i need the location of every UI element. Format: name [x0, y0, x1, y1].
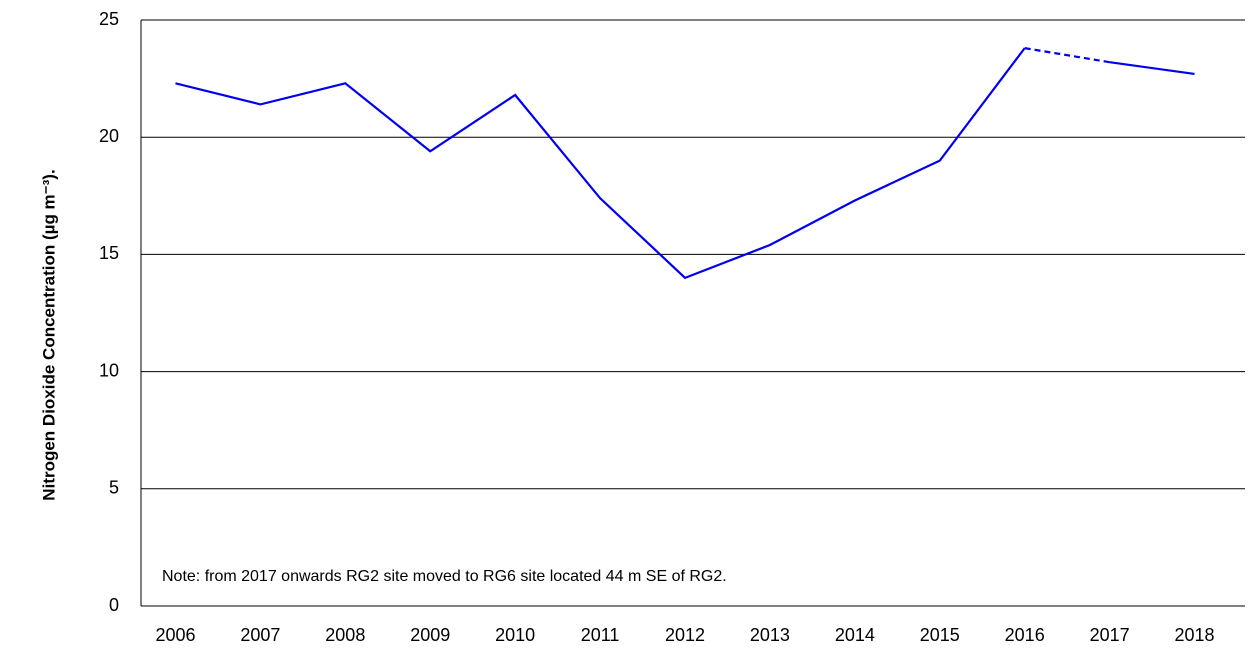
x-tick-label: 2013	[750, 625, 790, 645]
annotation: Note: from 2017 onwards RG2 site moved t…	[162, 568, 727, 585]
x-tick-label: 2015	[920, 625, 960, 645]
x-tick-label: 2012	[665, 625, 705, 645]
x-tick-label: 2011	[581, 625, 620, 645]
x-tick-label: 2016	[1005, 625, 1045, 645]
y-tick-label: 10	[99, 360, 119, 380]
x-tick-label: 2009	[410, 625, 450, 645]
line	[1109, 61, 1195, 76]
y-tick-label: 20	[99, 126, 119, 146]
line	[1024, 47, 1110, 64]
x-tick-label: 2018	[1175, 625, 1215, 645]
x-tick-label: 2014	[835, 625, 875, 645]
y-tick-label: 0	[109, 595, 119, 615]
x-tick-label: 2010	[495, 625, 535, 645]
y-tick-label: 25	[99, 9, 119, 29]
x-tick-label: 2007	[240, 625, 280, 645]
x-tick-label: 2017	[1090, 625, 1130, 645]
line	[175, 47, 1026, 280]
x-tick-label: 2006	[155, 625, 195, 645]
y-axis-label: Nitrogen Dioxide Concentration (µg m⁻³).	[39, 169, 58, 500]
y-tick-label: 5	[109, 478, 119, 498]
y-tick-label: 15	[99, 243, 119, 263]
x-tick-label: 2008	[325, 625, 365, 645]
